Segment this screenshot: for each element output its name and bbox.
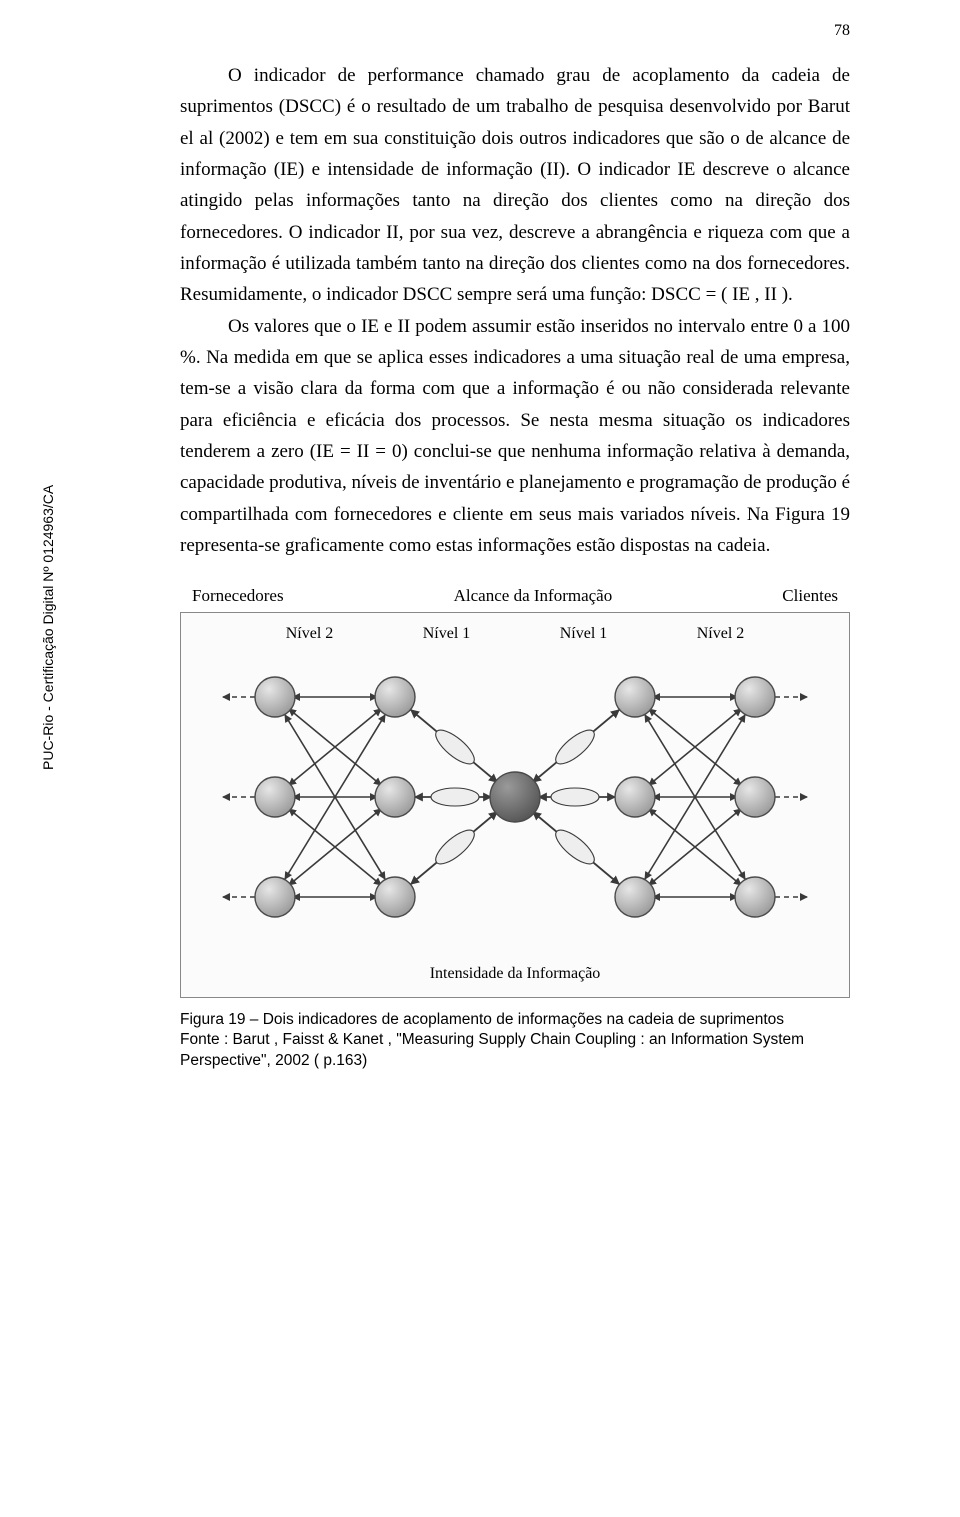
figure-box: Nível 2 Nível 1 Nível 1 Nível 2 [180, 612, 850, 998]
caption-line-1: Figura 19 – Dois indicadores de acoplame… [180, 1011, 784, 1028]
certification-sidebar: PUC-Rio - Certificação Digital Nº 012496… [40, 485, 56, 770]
figure-header-row: Fornecedores Alcance da Informação Clien… [180, 586, 850, 612]
page: 78 PUC-Rio - Certificação Digital Nº 012… [0, 0, 960, 1112]
level-label-3: Nível 1 [560, 625, 608, 643]
paragraph-2: Os valores que o IE e II podem assumir e… [180, 311, 850, 562]
figure-label-intensity: Intensidade da Informação [181, 965, 849, 983]
paragraph-1: O indicador de performance chamado grau … [180, 60, 850, 311]
figure-label-suppliers: Fornecedores [192, 586, 284, 606]
figure-levels-row: Nível 2 Nível 1 Nível 1 Nível 2 [181, 625, 849, 647]
page-number: 78 [834, 22, 850, 40]
left-mesh [285, 697, 385, 897]
level-label-4: Nível 2 [697, 625, 745, 643]
level-label-1: Nível 2 [286, 625, 334, 643]
right-mesh [645, 697, 745, 897]
level-label-2: Nível 1 [423, 625, 471, 643]
figure-label-clients: Clientes [782, 586, 838, 606]
figure-caption: Figura 19 – Dois indicadores de acoplame… [180, 1010, 850, 1073]
caption-line-2: Fonte : Barut , Faisst & Kanet , "Measur… [180, 1031, 804, 1069]
figure-19: Fornecedores Alcance da Informação Clien… [180, 586, 850, 998]
network-diagram [215, 647, 815, 957]
figure-label-reach: Alcance da Informação [454, 586, 613, 606]
